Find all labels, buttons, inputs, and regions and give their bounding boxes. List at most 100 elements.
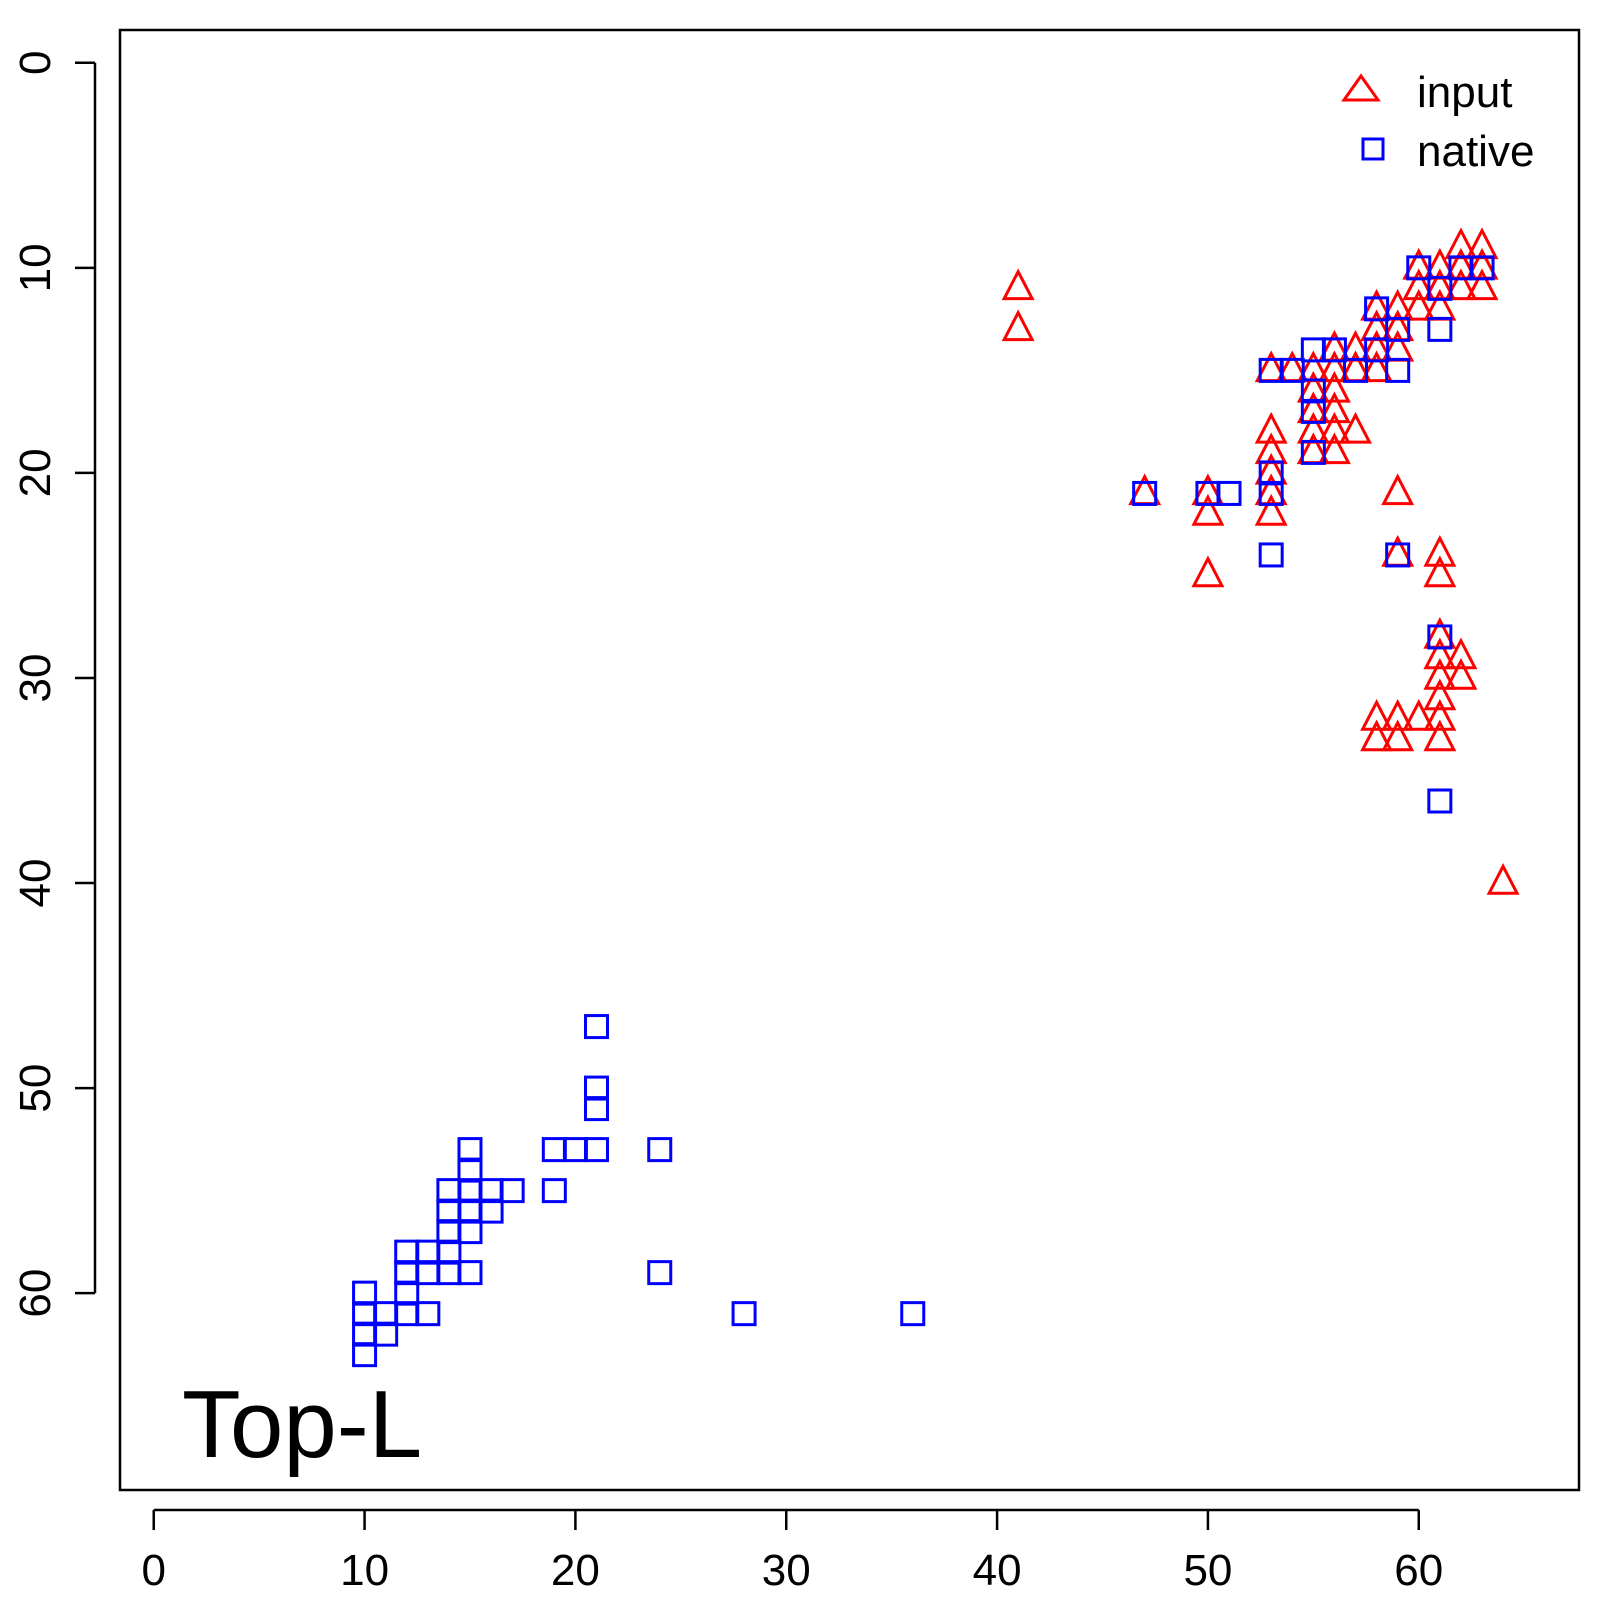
x-tick-label: 10 bbox=[340, 1546, 389, 1595]
point-input bbox=[1254, 493, 1288, 526]
point-native bbox=[415, 1239, 441, 1265]
point-input bbox=[1360, 698, 1394, 731]
x-axis: 0 10 20 30 40 50 60 bbox=[141, 1508, 1443, 1595]
point-native bbox=[1300, 439, 1326, 465]
point-input bbox=[1317, 411, 1351, 444]
point-native bbox=[1385, 357, 1411, 383]
y-tick-label: 10 bbox=[11, 243, 60, 292]
point-input bbox=[1317, 432, 1351, 465]
point-native bbox=[394, 1260, 420, 1286]
point-native bbox=[1343, 357, 1369, 383]
point-input bbox=[1381, 719, 1415, 752]
point-native bbox=[457, 1219, 483, 1245]
point-native bbox=[352, 1321, 378, 1347]
point-input bbox=[1423, 719, 1457, 752]
point-native bbox=[647, 1260, 673, 1286]
point-input bbox=[1360, 719, 1394, 752]
plot-points bbox=[352, 227, 1520, 1368]
point-native bbox=[436, 1219, 462, 1245]
point-input bbox=[1402, 698, 1436, 731]
x-tick-label: 30 bbox=[762, 1546, 811, 1595]
point-input bbox=[1317, 350, 1351, 383]
point-native bbox=[373, 1301, 399, 1327]
point-native bbox=[457, 1137, 483, 1163]
x-tick-label: 40 bbox=[973, 1546, 1022, 1595]
point-native bbox=[436, 1239, 462, 1265]
point-native bbox=[583, 1075, 609, 1101]
point-native bbox=[647, 1137, 673, 1163]
point-native bbox=[352, 1342, 378, 1368]
x-tick-label: 20 bbox=[551, 1546, 600, 1595]
point-input bbox=[1423, 637, 1457, 670]
y-tick-label: 60 bbox=[11, 1269, 60, 1318]
point-native bbox=[415, 1260, 441, 1286]
point-native bbox=[436, 1198, 462, 1224]
point-native bbox=[1469, 255, 1495, 281]
point-input bbox=[1381, 698, 1415, 731]
point-input bbox=[1360, 350, 1394, 383]
point-native bbox=[583, 1014, 609, 1040]
point-input bbox=[1423, 678, 1457, 711]
y-tick-label: 30 bbox=[11, 654, 60, 703]
point-native bbox=[562, 1137, 588, 1163]
point-native bbox=[1385, 542, 1411, 568]
point-native bbox=[478, 1198, 504, 1224]
point-input bbox=[1317, 391, 1351, 424]
point-native bbox=[394, 1301, 420, 1327]
point-input bbox=[1423, 657, 1457, 690]
point-native bbox=[541, 1137, 567, 1163]
point-input bbox=[1191, 493, 1225, 526]
point-native bbox=[478, 1178, 504, 1204]
point-native bbox=[1364, 337, 1390, 363]
point-input bbox=[1444, 657, 1478, 690]
point-native bbox=[1258, 480, 1284, 506]
point-native bbox=[457, 1178, 483, 1204]
x-tick-label: 60 bbox=[1394, 1546, 1443, 1595]
point-native bbox=[541, 1178, 567, 1204]
point-native bbox=[436, 1178, 462, 1204]
point-native bbox=[583, 1137, 609, 1163]
point-native bbox=[1216, 480, 1242, 506]
point-input bbox=[1423, 555, 1457, 588]
y-tick-label: 40 bbox=[11, 859, 60, 908]
y-tick-label: 50 bbox=[11, 1064, 60, 1113]
y-axis: 0 10 20 30 40 50 60 bbox=[11, 51, 97, 1318]
legend-marker-input bbox=[1341, 73, 1381, 102]
point-input bbox=[1465, 268, 1499, 301]
annotation-text: Top-L bbox=[182, 1371, 422, 1478]
point-native bbox=[1300, 398, 1326, 424]
point-native bbox=[436, 1260, 462, 1286]
point-native bbox=[1406, 255, 1432, 281]
point-input bbox=[1444, 268, 1478, 301]
point-input bbox=[1402, 288, 1436, 321]
point-native bbox=[499, 1178, 525, 1204]
point-input bbox=[1191, 555, 1225, 588]
point-native bbox=[1427, 624, 1453, 650]
point-native bbox=[1385, 316, 1411, 342]
point-input bbox=[1423, 534, 1457, 567]
point-input bbox=[1402, 268, 1436, 301]
point-native bbox=[1279, 357, 1305, 383]
legend: input native bbox=[1341, 68, 1534, 176]
point-native bbox=[900, 1301, 926, 1327]
point-native bbox=[1132, 480, 1158, 506]
point-input bbox=[1339, 411, 1372, 444]
point-native bbox=[352, 1301, 378, 1327]
point-input bbox=[1001, 268, 1035, 301]
legend-marker-native bbox=[1361, 137, 1385, 161]
y-tick-label: 0 bbox=[11, 51, 60, 75]
point-native bbox=[1258, 542, 1284, 568]
point-native bbox=[583, 1096, 609, 1122]
point-native bbox=[1427, 316, 1453, 342]
point-native bbox=[352, 1280, 378, 1306]
point-native bbox=[731, 1301, 757, 1327]
y-tick-label: 20 bbox=[11, 448, 60, 497]
point-input bbox=[1381, 473, 1415, 506]
point-native bbox=[394, 1280, 420, 1306]
point-input bbox=[1254, 411, 1288, 444]
point-native bbox=[1364, 296, 1390, 322]
point-native bbox=[415, 1301, 441, 1327]
point-native bbox=[457, 1260, 483, 1286]
point-input bbox=[1423, 698, 1457, 731]
